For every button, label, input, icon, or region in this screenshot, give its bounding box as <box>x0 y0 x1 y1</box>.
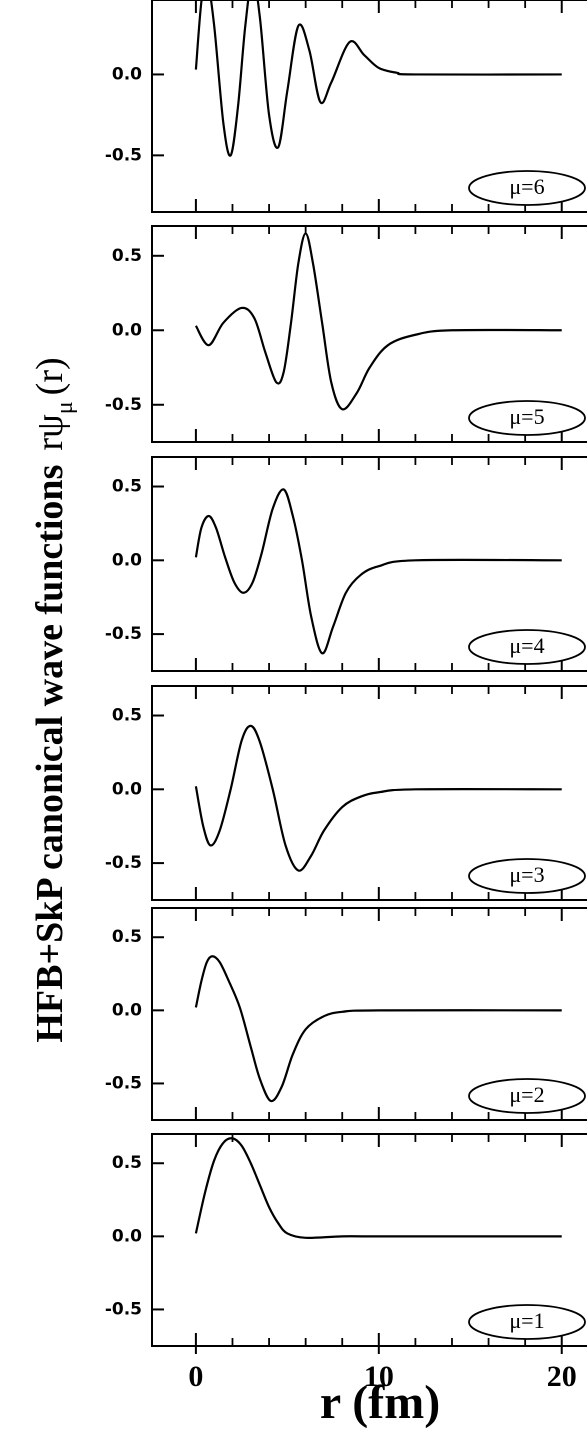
x-tick-label: 0 <box>188 1360 203 1393</box>
panel-frame <box>151 1133 587 1347</box>
panel-label: μ=2 <box>509 1082 544 1107</box>
panel-label: μ=1 <box>509 1308 544 1333</box>
label-ellipse <box>468 1078 586 1114</box>
y-tick-label: -0.5 <box>105 145 142 165</box>
panel-label: μ=5 <box>509 404 544 429</box>
y-tick-label: 0.0 <box>112 550 142 570</box>
panel-frame <box>151 225 587 443</box>
panel-label: μ=3 <box>509 862 544 887</box>
y-tick-label: -0.5 <box>105 395 142 415</box>
panel-frame <box>151 0 587 213</box>
x-tick-label: 20 <box>547 1360 577 1393</box>
curve <box>194 232 562 411</box>
y-tick-label: 0.0 <box>112 1000 142 1020</box>
y-tick-label: 0.5 <box>112 706 142 726</box>
y-tick-label: 0.0 <box>112 64 142 84</box>
panel-frame <box>151 907 587 1121</box>
label-ellipse <box>468 1304 586 1340</box>
y-tick-label: 0.5 <box>112 477 142 497</box>
panel-label: μ=6 <box>509 174 544 199</box>
y-tick-label: 0.5 <box>112 246 142 266</box>
curve <box>194 1137 562 1239</box>
y-axis-label-symbol: rψ <box>29 414 71 451</box>
y-tick-label: 0.0 <box>112 1226 142 1246</box>
x-axis-label: r (fm) <box>320 1376 440 1429</box>
panel-label: μ=4 <box>509 633 544 658</box>
label-ellipse <box>468 629 586 665</box>
y-tick-label: -0.5 <box>105 853 142 873</box>
x-tick-label: 10 <box>364 1360 394 1393</box>
label-ellipse <box>468 170 586 206</box>
curve <box>194 0 562 157</box>
label-ellipse <box>468 400 586 436</box>
curve <box>194 488 562 655</box>
y-tick-label: 0.5 <box>112 1153 142 1173</box>
y-axis-label: HFB+SkP canonical wave functions rψμ (r) <box>29 357 78 1042</box>
y-tick-label: 0.0 <box>112 320 142 340</box>
panel-frame <box>151 685 587 901</box>
label-ellipse <box>468 858 586 894</box>
y-axis-label-subscript: μ <box>52 401 78 414</box>
curve <box>194 955 562 1103</box>
y-tick-label: 0.5 <box>112 927 142 947</box>
y-tick-label: 0.0 <box>112 779 142 799</box>
y-axis-label-arg: (r) <box>29 357 71 395</box>
y-axis-label-text: HFB+SkP canonical wave functions <box>29 465 71 1043</box>
y-tick-label: -0.5 <box>105 624 142 644</box>
y-tick-label: -0.5 <box>105 1073 142 1093</box>
curve <box>194 724 562 872</box>
panel-frame <box>151 456 587 672</box>
y-tick-label: -0.5 <box>105 1299 142 1319</box>
